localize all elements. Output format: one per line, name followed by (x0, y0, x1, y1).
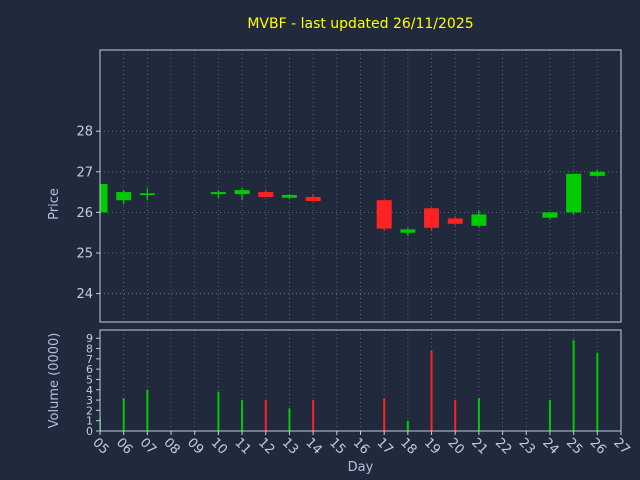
candle-body (542, 212, 558, 218)
price-tick-label: 25 (76, 246, 93, 261)
price-tick-label: 26 (76, 206, 93, 221)
candle-body (210, 192, 226, 195)
volume-tick-label: 9 (86, 332, 93, 345)
volume-tick-label: 7 (86, 353, 93, 366)
candle-body (100, 183, 108, 213)
candle-body (471, 214, 487, 226)
volume-tick-label: 2 (86, 404, 93, 417)
candle-body (139, 193, 155, 196)
candle-body (589, 171, 605, 176)
price-tick-label: 27 (76, 165, 93, 180)
candle-body (424, 208, 440, 228)
volume-axis-label: Volume (0000) (47, 333, 62, 429)
candle-body (305, 196, 321, 202)
candle-body (400, 229, 416, 233)
candle-body (234, 190, 250, 195)
price-axis-label: Price (47, 188, 62, 220)
price-plot-frame (99, 49, 622, 323)
candle-body (116, 192, 132, 201)
price-tick-label: 24 (76, 287, 93, 302)
candle-body (376, 200, 392, 229)
volume-tick-label: 6 (86, 363, 93, 376)
volume-tick-label: 4 (86, 384, 93, 397)
candles-group (100, 169, 605, 236)
x-axis-label: Day (348, 460, 374, 475)
chart-title: MVBF - last updated 26/11/2025 (247, 16, 473, 32)
candle-body (281, 194, 297, 198)
price-tick-label: 28 (76, 125, 93, 140)
volume-bars-group (100, 340, 599, 431)
volume-tick-label: 3 (86, 394, 93, 407)
candle-body (258, 192, 274, 197)
candle-body (566, 173, 582, 213)
volume-tick-label: 0 (86, 425, 93, 438)
volume-tick-label: 5 (86, 373, 93, 386)
volume-tick-label: 1 (86, 415, 93, 428)
volume-tick-label: 8 (86, 343, 93, 356)
candle-body (447, 218, 463, 224)
